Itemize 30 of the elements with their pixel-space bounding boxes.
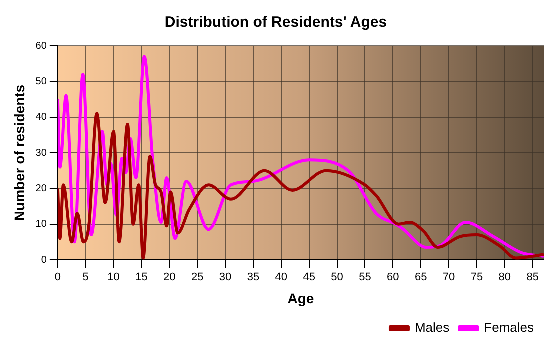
x-tick-label: 85 bbox=[526, 272, 539, 284]
y-tick-label: 0 bbox=[41, 254, 48, 266]
y-tick-label: 60 bbox=[36, 40, 48, 52]
x-tick-label: 75 bbox=[470, 272, 484, 284]
chart-title: Distribution of Residents' Ages bbox=[164, 14, 388, 32]
x-tick-label: 30 bbox=[219, 272, 232, 284]
x-tick-label: 60 bbox=[387, 272, 400, 284]
x-tick-label: 50 bbox=[331, 272, 344, 284]
legend-label: Males bbox=[414, 320, 450, 336]
y-tick-label: 40 bbox=[36, 112, 48, 124]
x-tick-label: 25 bbox=[191, 272, 204, 284]
x-tick-label: 45 bbox=[303, 272, 316, 284]
x-tick-label: 5 bbox=[82, 272, 89, 284]
y-tick-label: 50 bbox=[36, 76, 48, 88]
x-tick-label: 65 bbox=[414, 272, 428, 284]
y-tick-label: 20 bbox=[36, 183, 48, 194]
x-tick-label: 40 bbox=[275, 272, 288, 284]
x-tick-label: 55 bbox=[359, 272, 372, 284]
x-tick-label: 0 bbox=[54, 272, 61, 284]
y-tick-label: 10 bbox=[36, 219, 48, 230]
y-axis-title: Number of residents bbox=[11, 84, 28, 222]
x-tick-label: 80 bbox=[498, 272, 512, 284]
y-tick-label: 30 bbox=[36, 148, 48, 159]
legend-label: Females bbox=[484, 320, 534, 336]
x-axis-title: Age bbox=[288, 290, 314, 306]
x-tick-label: 10 bbox=[108, 272, 120, 284]
x-tick-label: 20 bbox=[164, 272, 176, 284]
x-tick-label: 70 bbox=[442, 272, 456, 284]
x-tick-label: 35 bbox=[247, 272, 260, 284]
x-tick-label: 15 bbox=[136, 272, 148, 284]
